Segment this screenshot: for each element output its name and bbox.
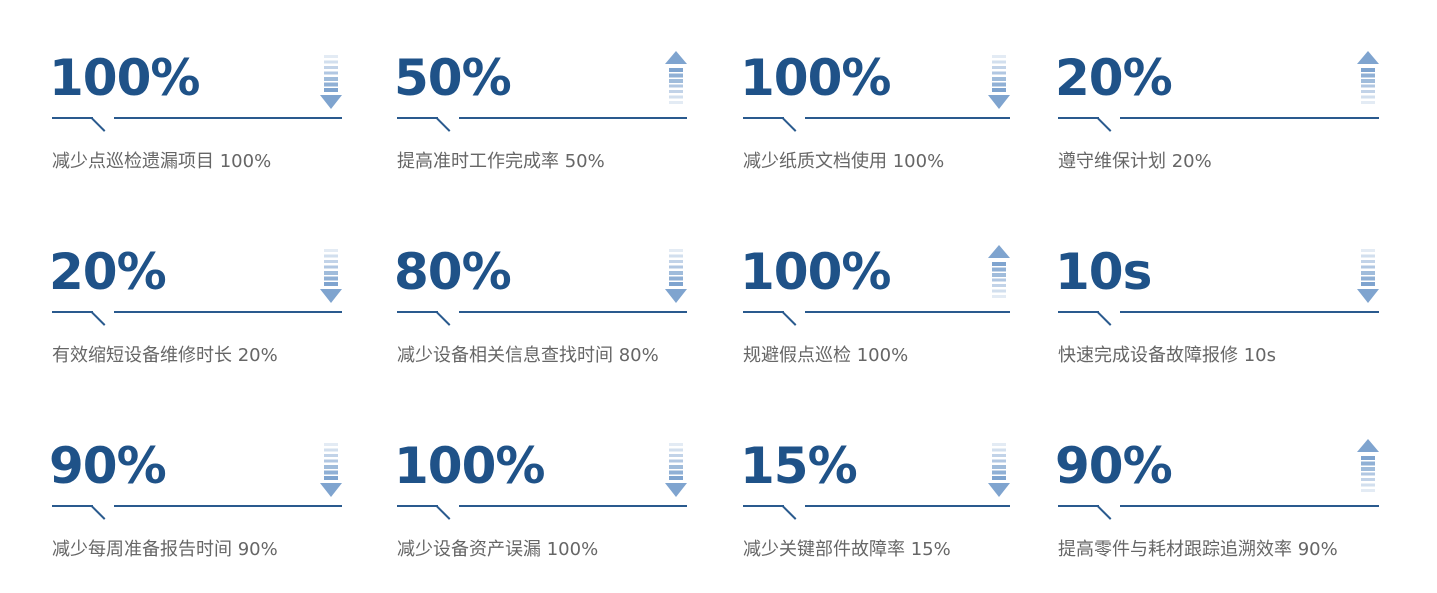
divider-notch — [435, 505, 451, 520]
arrow-down-icon — [665, 249, 687, 303]
divider — [1120, 117, 1379, 119]
metric-label: 减少关键部件故障率 15% — [743, 539, 951, 560]
divider — [114, 117, 342, 119]
divider — [805, 117, 1010, 119]
divider — [52, 117, 93, 119]
metric-card: 20% 遵守维保计划 20% — [1055, 40, 1379, 180]
metric-card: 15% 减少关键部件故障率 15% — [740, 428, 1010, 568]
metric-value: 90% — [49, 437, 167, 495]
divider — [743, 505, 784, 507]
metric-label: 减少点巡检遗漏项目 100% — [52, 151, 272, 172]
divider — [1058, 311, 1099, 313]
divider — [1058, 505, 1099, 507]
divider-notch — [435, 311, 451, 326]
metric-label: 遵守维保计划 20% — [1058, 151, 1212, 172]
arrow-down-icon — [320, 55, 342, 109]
metric-card: 100% 规避假点巡检 100% — [740, 234, 1010, 374]
metric-value: 20% — [49, 243, 167, 301]
divider-notch — [90, 117, 106, 132]
metric-value: 15% — [740, 437, 858, 495]
divider-notch — [1096, 311, 1112, 326]
divider — [805, 311, 1010, 313]
metric-value: 20% — [1055, 49, 1173, 107]
metric-value: 50% — [394, 49, 512, 107]
metric-value: 80% — [394, 243, 512, 301]
divider-notch — [781, 311, 797, 326]
metric-card: 50% 提高准时工作完成率 50% — [394, 40, 687, 180]
metric-card: 10s 快速完成设备故障报修 10s — [1055, 234, 1379, 374]
arrow-up-icon — [988, 245, 1010, 298]
divider-notch — [1096, 117, 1112, 132]
divider — [114, 505, 342, 507]
metric-value: 10s — [1055, 243, 1152, 301]
divider — [397, 117, 438, 119]
divider-notch — [781, 117, 797, 132]
metric-card: 100% 减少设备资产误漏 100% — [394, 428, 687, 568]
metric-label: 有效缩短设备维修时长 20% — [52, 345, 278, 366]
arrow-down-icon — [320, 443, 342, 497]
metric-value: 100% — [394, 437, 545, 495]
divider — [397, 311, 438, 313]
arrow-down-icon — [665, 443, 687, 497]
arrow-up-icon — [665, 51, 687, 104]
divider — [459, 311, 687, 313]
arrow-up-icon — [1357, 51, 1379, 104]
metric-card: 80% 减少设备相关信息查找时间 80% — [394, 234, 687, 374]
divider — [743, 117, 784, 119]
divider — [52, 311, 93, 313]
divider — [459, 117, 687, 119]
metric-label: 规避假点巡检 100% — [743, 345, 909, 366]
divider — [459, 505, 687, 507]
metric-value: 100% — [740, 49, 891, 107]
divider-notch — [435, 117, 451, 132]
divider — [1120, 505, 1379, 507]
metric-card: 90% 减少每周准备报告时间 90% — [49, 428, 342, 568]
metric-label: 减少设备相关信息查找时间 80% — [397, 345, 659, 366]
metric-label: 减少每周准备报告时间 90% — [52, 539, 278, 560]
arrow-down-icon — [988, 443, 1010, 497]
divider — [114, 311, 342, 313]
divider-notch — [781, 505, 797, 520]
arrow-down-icon — [320, 249, 342, 303]
divider-notch — [1096, 505, 1112, 520]
metric-value: 90% — [1055, 437, 1173, 495]
divider — [397, 505, 438, 507]
arrow-down-icon — [988, 55, 1010, 109]
metric-card: 100% 减少点巡检遗漏项目 100% — [49, 40, 342, 180]
divider-notch — [90, 311, 106, 326]
divider-notch — [90, 505, 106, 520]
divider — [743, 311, 784, 313]
metric-label: 快速完成设备故障报修 10s — [1058, 345, 1277, 366]
metric-value: 100% — [49, 49, 200, 107]
divider — [805, 505, 1010, 507]
arrow-up-icon — [1357, 439, 1379, 492]
metric-card: 20% 有效缩短设备维修时长 20% — [49, 234, 342, 374]
metric-label: 提高准时工作完成率 50% — [397, 151, 605, 172]
metric-value: 100% — [740, 243, 891, 301]
divider — [1120, 311, 1379, 313]
divider — [52, 505, 93, 507]
arrow-down-icon — [1357, 249, 1379, 303]
metric-card: 90% 提高零件与耗材跟踪追溯效率 90% — [1055, 428, 1379, 568]
metric-card: 100% 减少纸质文档使用 100% — [740, 40, 1010, 180]
metric-label: 减少纸质文档使用 100% — [743, 151, 945, 172]
metric-label: 提高零件与耗材跟踪追溯效率 90% — [1058, 539, 1338, 560]
metric-label: 减少设备资产误漏 100% — [397, 539, 599, 560]
divider — [1058, 117, 1099, 119]
